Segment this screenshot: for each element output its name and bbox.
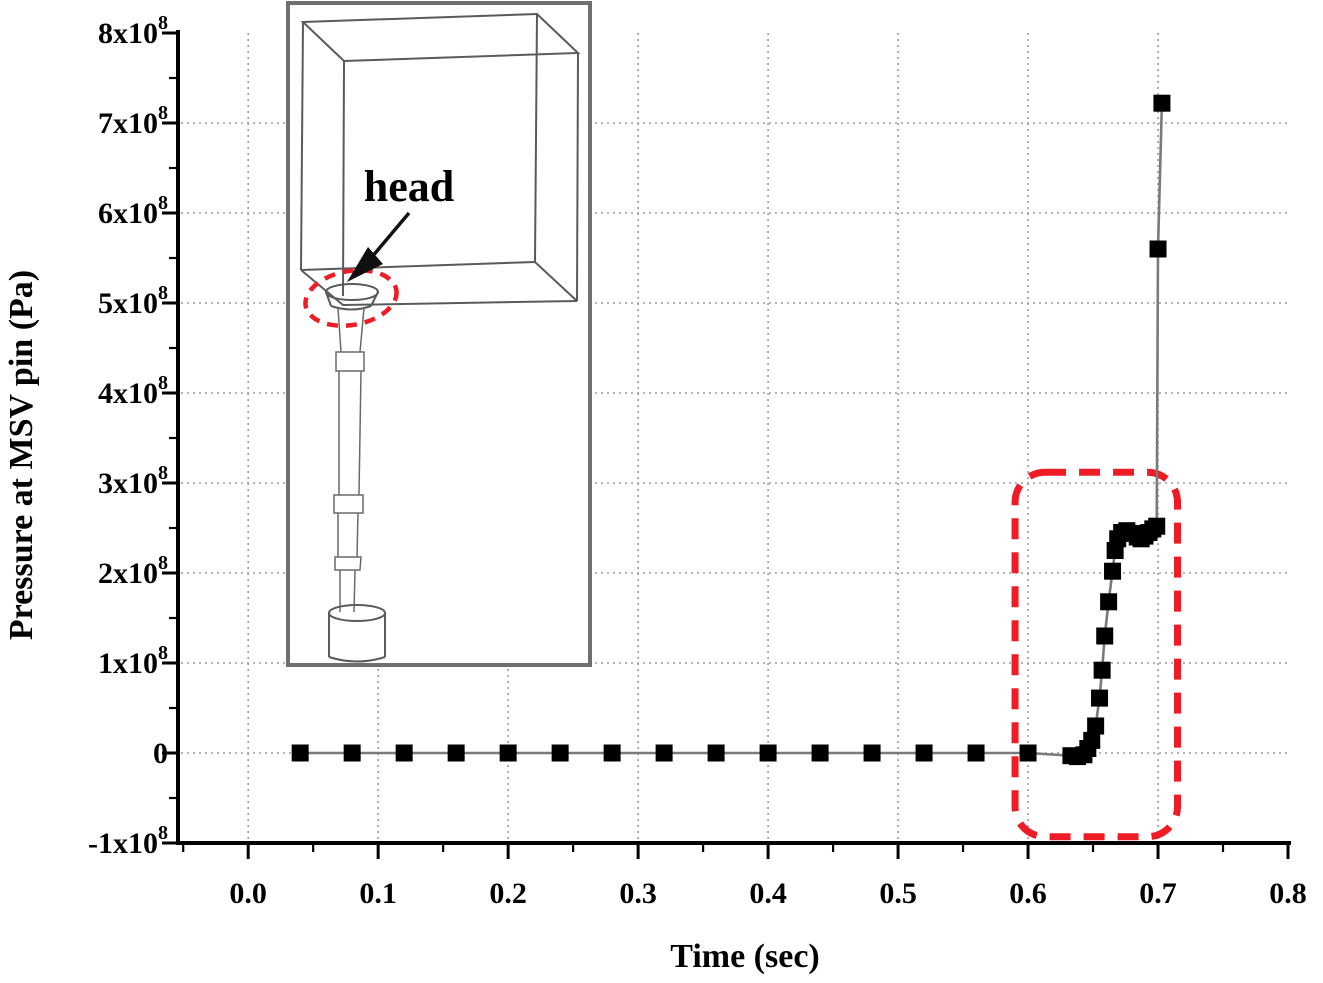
valve-wireframe (300, 12, 581, 663)
data-point-marker (655, 744, 673, 762)
x-tick-label: 0.7 (1139, 877, 1177, 910)
y-tick-label: 6x108 (98, 192, 168, 230)
data-series-layer (291, 94, 1171, 766)
inset-diagram: head (286, 1, 592, 667)
data-point-marker (291, 744, 309, 762)
highlight-box (1011, 468, 1182, 841)
data-point-marker (1153, 94, 1171, 112)
data-point-marker (343, 744, 361, 762)
data-point-marker (1093, 661, 1111, 679)
y-tick-label: 5x108 (98, 282, 168, 320)
y-tick-label: 2x108 (98, 552, 168, 590)
data-point-marker (1104, 562, 1122, 580)
data-point-marker (1083, 731, 1101, 749)
head-label: head (364, 162, 454, 211)
data-point-marker (395, 744, 413, 762)
highlight-layer (1011, 468, 1182, 841)
data-point-marker (915, 744, 933, 762)
x-tick-label: 0.2 (489, 877, 527, 910)
y-axis-title: Pressure at MSV pin (Pa) (3, 270, 40, 640)
y-tick-label: 1x108 (98, 642, 168, 680)
y-tick-label: 4x108 (98, 372, 168, 410)
pin-shaft (333, 307, 365, 613)
inset-frame (286, 1, 592, 667)
data-point-marker (1087, 717, 1105, 735)
pin-head (325, 283, 379, 311)
y-tick-label: 8x108 (98, 12, 168, 50)
data-point-marker (1100, 593, 1118, 611)
wireframe-box (300, 12, 581, 307)
y-tick-label: 0 (153, 737, 168, 770)
data-point-marker (603, 744, 621, 762)
data-point-marker (1096, 627, 1114, 645)
axes-layer: 0.0 0.1 0.2 0.3 0.4 0.5 0.6 0.7 0.8 8x108 7x108 6x1… (88, 12, 1307, 910)
y-tick-label: 3x108 (98, 462, 168, 500)
x-tick-label: 0.1 (359, 877, 397, 910)
x-tick-label: 0.6 (1009, 877, 1047, 910)
y-tick-label: -1x108 (88, 822, 168, 860)
y-tick-label: 7x108 (98, 102, 168, 140)
data-point-marker (1019, 744, 1037, 762)
x-tick-label: 0.3 (619, 877, 657, 910)
x-tick-label: 0.8 (1269, 877, 1307, 910)
data-point-marker (1148, 517, 1166, 535)
head-arrow (347, 211, 411, 282)
data-point-marker (1091, 689, 1109, 707)
data-point-marker (499, 744, 517, 762)
head-highlight-ellipse (303, 267, 399, 329)
data-point-marker (707, 744, 725, 762)
data-point-marker (447, 744, 465, 762)
data-point-marker (551, 744, 569, 762)
pin-base (328, 604, 386, 663)
x-axis-title: Time (sec) (670, 938, 819, 975)
data-point-marker (1149, 240, 1167, 258)
x-tick-label: 0.4 (749, 877, 787, 910)
data-point-marker (967, 744, 985, 762)
x-tick-label: 0.0 (229, 877, 267, 910)
data-point-marker (759, 744, 777, 762)
x-tick-label: 0.5 (879, 877, 917, 910)
data-point-marker (863, 744, 881, 762)
data-point-marker (811, 744, 829, 762)
